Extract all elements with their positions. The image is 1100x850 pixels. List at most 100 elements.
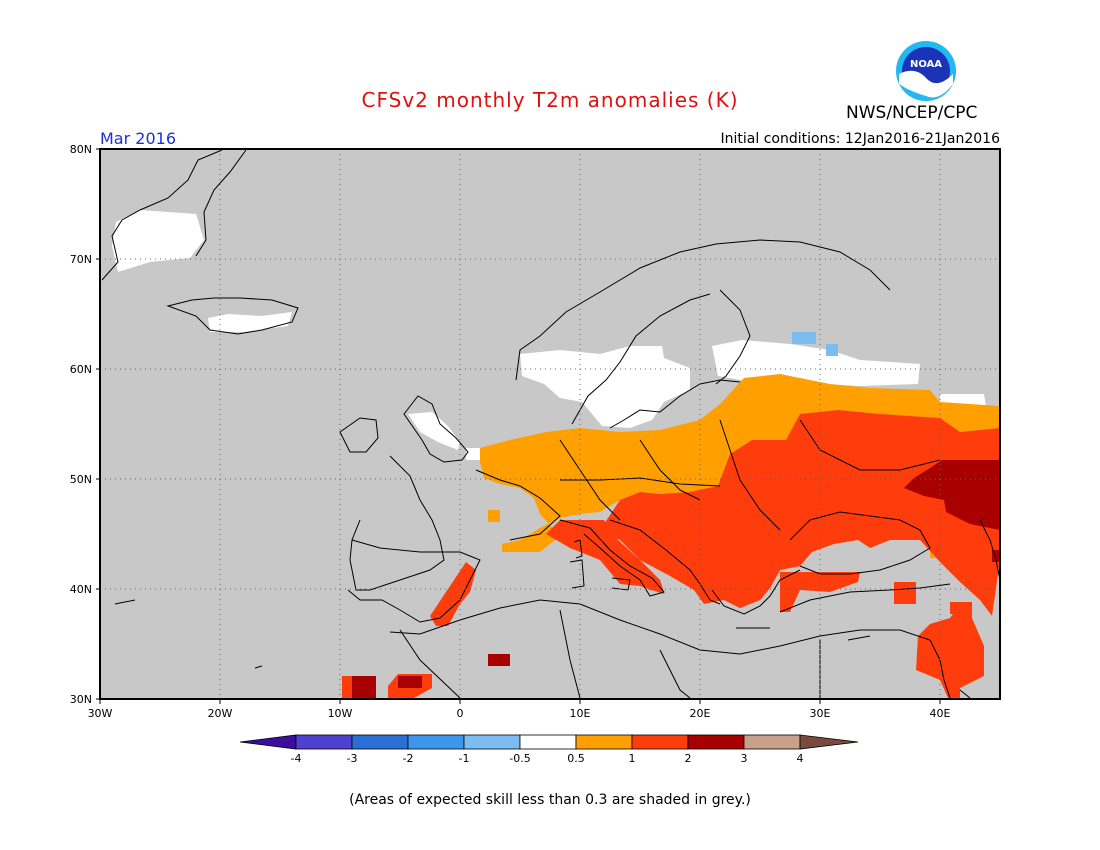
lat-label-30n: 30N	[70, 693, 92, 706]
lon-label-40e: 40E	[930, 707, 951, 720]
britain-white	[408, 412, 460, 450]
graticule	[100, 149, 1000, 699]
colorbar-bin-4	[463, 734, 521, 750]
europe-border-4	[799, 419, 941, 471]
sahara-darkred	[488, 654, 510, 666]
colorbar-label-minus3: -3	[347, 752, 358, 765]
europe-border-1	[559, 439, 621, 521]
colorbar-label-4: 4	[797, 752, 804, 765]
colorbar-label-minus4: -4	[291, 752, 302, 765]
anomaly-shading	[112, 210, 1000, 698]
colorbar-bin-9	[743, 734, 801, 750]
colorbar-bin-8	[687, 734, 745, 750]
finland-border	[715, 289, 751, 385]
atlantic-islands	[114, 599, 136, 605]
scandinavia-coast	[515, 239, 891, 381]
initial-conditions: Initial conditions: 12Jan2016-21Jan2016	[720, 131, 1000, 147]
sweden-border	[571, 293, 711, 425]
karelia-blue	[792, 332, 816, 344]
central-europe-orange	[480, 374, 1000, 552]
balkans-red	[640, 510, 800, 608]
lat-label-60n: 60N	[70, 363, 92, 376]
colorbar-arrow-left	[239, 734, 297, 750]
iceland-outline	[166, 297, 299, 335]
turkey-red-cell	[894, 582, 916, 604]
turkey-coast	[779, 583, 951, 613]
scandinavia-white	[520, 346, 690, 428]
colorbar-label-2: 2	[685, 752, 692, 765]
iceland-white	[208, 312, 292, 332]
morocco-red	[430, 562, 476, 626]
colorbar-label-minus1: -1	[459, 752, 470, 765]
lat-label-80n: 80N	[70, 143, 92, 156]
red-sea-coast	[959, 689, 971, 699]
agency-label: NWS/NCEP/CPC	[846, 103, 978, 123]
colorbar-bin-5	[519, 734, 577, 750]
sahara-darkred-2	[352, 676, 376, 698]
cyprus	[847, 635, 871, 641]
map-title: CFSv2 monthly T2m anomalies (K)	[361, 88, 739, 112]
lon-label-30w: 30W	[88, 707, 113, 720]
lon-label-10w: 10W	[328, 707, 353, 720]
lon-label-20w: 20W	[208, 707, 233, 720]
lat-axis: 80N 70N 60N 50N 40N 30N	[70, 143, 100, 706]
adriatic-coast	[609, 519, 721, 605]
europe-border-2	[639, 439, 701, 501]
colorbar-label-minus0p5: -0.5	[509, 752, 530, 765]
italy-red	[580, 520, 664, 592]
ireland-outline	[339, 417, 379, 453]
mideast-darkred	[992, 550, 1000, 562]
africa-border-1	[399, 629, 461, 699]
turkey-red	[780, 572, 860, 612]
baltic-coast	[609, 379, 741, 429]
greece-coast	[711, 569, 801, 615]
greenland-white	[112, 210, 204, 272]
atlas-darkred	[398, 676, 422, 688]
lat-label-70n: 70N	[70, 253, 92, 266]
colorbar-bin-6	[575, 734, 633, 750]
levant-coast	[929, 639, 951, 699]
europe-border-3	[719, 419, 781, 531]
france-coast	[475, 469, 561, 541]
colorbar-label-1: 1	[629, 752, 636, 765]
map-frame	[99, 148, 1001, 700]
caspian-coast	[979, 519, 1001, 581]
karelia-blue-2	[826, 344, 838, 356]
lon-label-10e: 10E	[570, 707, 591, 720]
colorbar-label-minus2: -2	[403, 752, 414, 765]
britain-outline	[403, 395, 469, 463]
africa-border-3	[659, 649, 691, 699]
lon-axis: 30W 20W 10W 0 10E 20E 30E 40E	[88, 699, 951, 720]
lowlands-white	[466, 448, 480, 460]
colorbar-arrow-right	[799, 734, 859, 750]
skill-footnote: (Areas of expected skill less than 0.3 a…	[349, 792, 751, 808]
corsica	[573, 539, 583, 559]
north-coast	[349, 455, 445, 591]
colorbar-bin-7	[631, 734, 689, 750]
italy-coast	[559, 519, 665, 597]
colorbar-label-0p5: 0.5	[567, 752, 585, 765]
colorbar-bin-2	[351, 734, 409, 750]
forecast-month: Mar 2016	[100, 129, 176, 148]
noaa-logo: NOAA	[895, 40, 957, 102]
north-africa-coast	[389, 599, 931, 655]
greenland-coast	[101, 149, 223, 281]
east-europe-red	[546, 410, 1000, 616]
lon-label-20e: 20E	[690, 707, 711, 720]
europe-border-5	[560, 477, 721, 487]
black-sea-coast	[789, 511, 931, 575]
greenland-coast-2	[195, 149, 247, 257]
coastlines	[101, 149, 1001, 699]
lat-label-40n: 40N	[70, 583, 92, 596]
colorbar-bin-3	[407, 734, 465, 750]
ukraine-darkred	[904, 460, 1000, 530]
levant-red	[916, 604, 984, 698]
canaries	[254, 665, 263, 669]
lon-label-30e: 30E	[810, 707, 831, 720]
colorbar-bin-1	[295, 734, 353, 750]
africa-border-2	[559, 609, 581, 699]
mideast-red-cell	[950, 602, 972, 614]
noaa-logo-text: NOAA	[910, 59, 942, 70]
lon-label-0: 0	[457, 707, 464, 720]
